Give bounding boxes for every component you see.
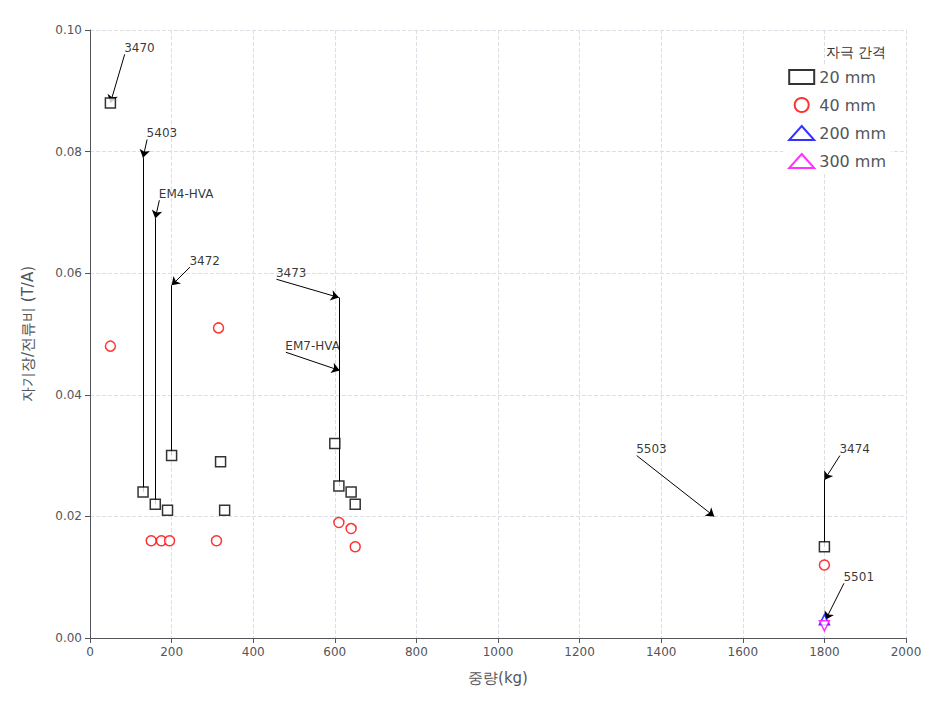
svg-text:200: 200 [160,645,183,659]
svg-text:600: 600 [323,645,346,659]
svg-text:40 mm: 40 mm [819,96,876,115]
svg-text:20 mm: 20 mm [819,68,876,87]
svg-text:1400: 1400 [646,645,677,659]
svg-text:3470: 3470 [124,41,155,55]
svg-text:1200: 1200 [564,645,595,659]
svg-text:EM4-HVA: EM4-HVA [159,187,214,201]
svg-text:800: 800 [405,645,428,659]
svg-text:2000: 2000 [891,645,922,659]
svg-text:400: 400 [242,645,265,659]
svg-text:EM7-HVA: EM7-HVA [285,339,340,353]
svg-text:0.08: 0.08 [55,145,82,159]
svg-text:3473: 3473 [276,266,307,280]
svg-text:3474: 3474 [839,442,870,456]
svg-text:0.10: 0.10 [55,23,82,37]
svg-text:200 mm: 200 mm [819,124,886,143]
svg-text:0.02: 0.02 [55,509,82,523]
svg-text:0: 0 [86,645,94,659]
svg-text:자극 간격: 자극 간격 [826,44,886,60]
svg-text:1000: 1000 [483,645,514,659]
svg-text:중량(kg): 중량(kg) [468,669,528,687]
svg-text:0.06: 0.06 [55,266,82,280]
svg-text:0.04: 0.04 [55,388,82,402]
svg-text:1600: 1600 [728,645,759,659]
svg-text:5503: 5503 [636,442,667,456]
svg-text:300 mm: 300 mm [819,152,886,171]
svg-text:1800: 1800 [809,645,840,659]
svg-text:5403: 5403 [147,126,178,140]
svg-text:5501: 5501 [843,570,874,584]
svg-text:0.00: 0.00 [55,631,82,645]
svg-text:3472: 3472 [189,254,220,268]
svg-text:자기장/전류비 (T/A): 자기장/전류비 (T/A) [19,266,37,402]
